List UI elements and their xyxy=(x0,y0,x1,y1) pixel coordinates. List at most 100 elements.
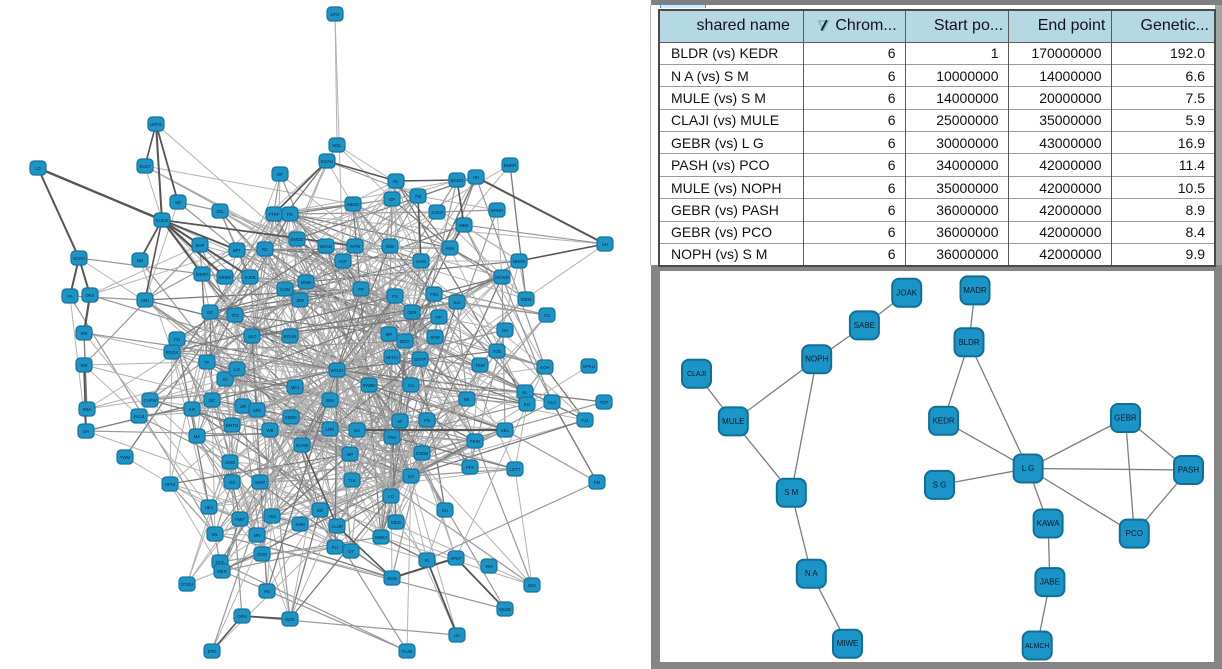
svg-text:LD: LD xyxy=(35,166,41,171)
svg-text:UR: UR xyxy=(240,404,246,409)
svg-text:FIM: FIM xyxy=(430,292,438,297)
svg-text:JBR: JBR xyxy=(296,298,304,303)
svg-text:S M: S M xyxy=(784,488,799,497)
svg-text:EHP: EHP xyxy=(196,243,205,248)
svg-text:TA: TA xyxy=(204,360,209,365)
svg-text:MEJ: MEJ xyxy=(291,385,300,390)
svg-text:IGP: IGP xyxy=(339,259,347,264)
svg-text:UAW: UAW xyxy=(416,259,427,264)
svg-text:SABE: SABE xyxy=(854,321,875,330)
svg-text:CLAJI: CLAJI xyxy=(687,371,706,378)
svg-text:MF: MF xyxy=(386,332,393,337)
svg-text:BMTD: BMTD xyxy=(226,423,238,428)
svg-text:FMIF: FMIF xyxy=(235,517,245,522)
svg-text:WL: WL xyxy=(212,532,219,537)
svg-text:MED: MED xyxy=(391,520,401,525)
svg-text:RSA: RSA xyxy=(83,407,92,412)
svg-text:OC: OC xyxy=(209,398,215,403)
svg-text:DKS: DKS xyxy=(86,293,95,298)
svg-text:BNRR: BNRR xyxy=(504,163,516,168)
svg-text:EOUB: EOUB xyxy=(284,334,296,339)
svg-text:WOP: WOP xyxy=(255,480,265,485)
svg-text:MGL: MGL xyxy=(332,143,342,148)
svg-text:GWI: GWI xyxy=(386,244,395,249)
svg-text:ALMCH: ALMCH xyxy=(1025,643,1050,650)
svg-text:CS: CS xyxy=(544,313,550,318)
svg-text:BIM: BIM xyxy=(326,398,334,403)
svg-text:HK: HK xyxy=(473,175,479,180)
svg-text:KI: KI xyxy=(223,377,227,382)
svg-text:ANN: ANN xyxy=(445,246,454,251)
svg-text:CKSB: CKSB xyxy=(499,607,511,612)
svg-text:MIWE: MIWE xyxy=(837,639,859,648)
svg-text:BGDO: BGDO xyxy=(451,178,464,183)
svg-text:MNM: MNM xyxy=(301,280,312,285)
svg-text:RGGK: RGGK xyxy=(166,350,179,355)
svg-text:MULE: MULE xyxy=(722,417,744,426)
svg-text:GP: GP xyxy=(389,197,395,202)
svg-text:LO: LO xyxy=(234,367,240,372)
svg-text:PM: PM xyxy=(594,480,601,485)
svg-text:INTW: INTW xyxy=(350,244,362,249)
svg-text:WB: WB xyxy=(267,428,274,433)
svg-text:CFG: CFG xyxy=(330,12,340,17)
svg-text:BSAB: BSAB xyxy=(320,244,332,249)
svg-text:HEJ: HEJ xyxy=(205,505,213,510)
svg-text:SU: SU xyxy=(354,428,360,433)
svg-text:OOO: OOO xyxy=(257,552,268,557)
svg-text:TAJM: TAJM xyxy=(402,649,413,654)
svg-text:LOTT: LOTT xyxy=(510,467,521,472)
svg-text:NOPH: NOPH xyxy=(805,355,828,364)
svg-text:PIHD: PIHD xyxy=(470,439,480,444)
svg-text:GC: GC xyxy=(207,310,213,315)
svg-text:MBE: MBE xyxy=(459,223,468,228)
svg-text:SFE: SFE xyxy=(253,408,261,413)
svg-text:EODB: EODB xyxy=(416,451,428,456)
svg-text:SRMS: SRMS xyxy=(219,275,232,280)
svg-text:UT: UT xyxy=(348,549,354,554)
svg-text:MADR: MADR xyxy=(963,286,987,295)
svg-text:WJG: WJG xyxy=(285,617,295,622)
svg-text:BGG: BGG xyxy=(400,339,410,344)
svg-text:EPD: EPD xyxy=(208,649,217,654)
svg-text:HG: HG xyxy=(264,589,271,594)
svg-text:IDDM: IDDM xyxy=(521,297,532,302)
svg-text:GJW: GJW xyxy=(280,287,290,292)
svg-text:KEDR: KEDR xyxy=(932,416,954,425)
svg-text:EPKU: EPKU xyxy=(583,364,595,369)
svg-text:FN: FN xyxy=(424,418,430,423)
svg-text:APKF: APKF xyxy=(450,556,462,561)
svg-text:MN: MN xyxy=(254,533,261,538)
svg-text:PASH: PASH xyxy=(1178,466,1199,475)
svg-text:UMO: UMO xyxy=(225,460,236,465)
svg-text:TWM: TWM xyxy=(120,455,131,460)
svg-text:MA: MA xyxy=(194,434,201,439)
svg-text:WK: WK xyxy=(81,331,88,336)
svg-text:PFA: PFA xyxy=(466,465,474,470)
svg-text:WKRT: WKRT xyxy=(196,272,209,277)
svg-text:LC: LC xyxy=(388,494,394,499)
svg-text:UPFS: UPFS xyxy=(150,122,162,127)
svg-text:L G: L G xyxy=(1022,464,1035,473)
svg-text:FTRF: FTRF xyxy=(269,212,280,217)
svg-text:SCKH: SCKH xyxy=(73,256,85,261)
svg-text:RL: RL xyxy=(393,179,399,184)
svg-text:BO: BO xyxy=(317,508,324,513)
svg-text:KFMH: KFMH xyxy=(491,208,503,213)
svg-text:NFOA: NFOA xyxy=(386,355,398,360)
svg-text:N A: N A xyxy=(805,569,819,578)
svg-text:RC: RC xyxy=(262,247,268,252)
svg-text:RWBD: RWBD xyxy=(362,383,375,388)
svg-text:CH: CH xyxy=(174,337,180,342)
svg-text:BIO: BIO xyxy=(528,583,536,588)
svg-text:SFM: SFM xyxy=(430,335,439,340)
svg-text:GWKJ: GWKJ xyxy=(375,535,387,540)
svg-text:SJJ: SJJ xyxy=(453,300,460,305)
svg-text:EULT: EULT xyxy=(140,164,151,169)
svg-text:PP: PP xyxy=(436,315,442,320)
svg-text:FLI: FLI xyxy=(332,545,338,550)
svg-text:TOP: TOP xyxy=(600,400,609,405)
svg-text:WB: WB xyxy=(81,363,88,368)
svg-text:GJKE: GJKE xyxy=(244,275,255,280)
svg-text:RI: RI xyxy=(425,558,429,563)
